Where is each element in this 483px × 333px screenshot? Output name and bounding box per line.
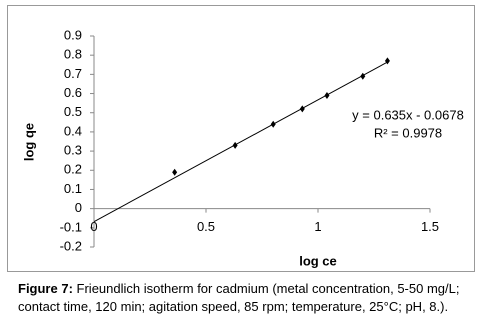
- caption-text: Frieundlich isotherm for cadmium (metal …: [18, 281, 460, 314]
- y-axis-label: log qe: [21, 123, 36, 161]
- data-point: [384, 57, 390, 65]
- data-point: [172, 168, 178, 176]
- y-tick-label: 0.7: [64, 66, 82, 81]
- y-tick-label: 0.8: [64, 47, 82, 62]
- y-tick-label: -0.1: [60, 219, 82, 234]
- y-tick-label: 0.5: [64, 104, 82, 119]
- x-axis-label: log ce: [299, 253, 337, 268]
- y-tick-label: 0.9: [64, 27, 82, 42]
- r-squared: R² = 0.9978: [374, 125, 442, 140]
- x-tick-label: 0.5: [197, 219, 215, 234]
- y-tick-label: 0.1: [64, 181, 82, 196]
- x-tick-label: 1.5: [421, 219, 439, 234]
- x-tick-label: 1: [314, 219, 321, 234]
- chart-frame: [7, 5, 475, 272]
- data-point: [270, 120, 276, 128]
- y-tick-label: 0.4: [64, 123, 82, 138]
- data-point: [232, 141, 238, 149]
- data-point: [299, 105, 305, 113]
- caption-label: Figure 7:: [18, 281, 73, 296]
- y-tick-label: 0.2: [64, 162, 82, 177]
- data-point: [324, 91, 330, 99]
- y-tick-label: 0: [75, 200, 82, 215]
- x-tick-label: 0: [90, 219, 97, 234]
- caption: Figure 7: Frieundlich isotherm for cadmi…: [18, 280, 476, 316]
- trendline: [93, 61, 388, 223]
- y-tick-label: 0.6: [64, 85, 82, 100]
- chart: log ce log qe y = 0.635x - 0.0678 R² = 0…: [21, 27, 464, 268]
- y-tick-label: -0.2: [60, 238, 82, 253]
- trendline-equation: y = 0.635x - 0.0678: [352, 107, 464, 122]
- data-point: [360, 72, 366, 80]
- y-tick-label: 0.3: [64, 143, 82, 158]
